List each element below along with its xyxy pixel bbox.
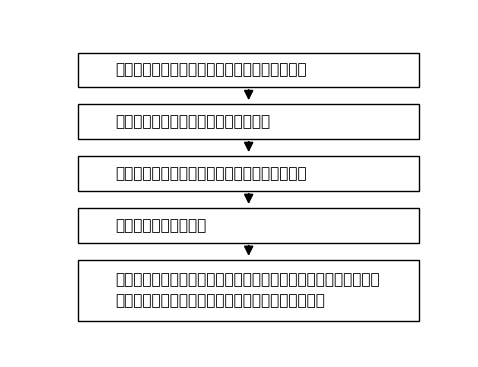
Bar [78, 52, 419, 87]
Bar [78, 208, 419, 243]
Bar [78, 260, 419, 321]
Text: 计算海面风场扰动因子: 计算海面风场扰动因子 [115, 218, 206, 233]
Bar [78, 105, 419, 139]
Text: 计算红外图像分别沿经度方向和纬度方向的梯度: 计算红外图像分别沿经度方向和纬度方向的梯度 [115, 166, 307, 181]
Text: 选择并生成对应分辨率的海陆掩膜数据: 选择并生成对应分辨率的海陆掩膜数据 [115, 114, 271, 129]
Text: 选择遥感图像波段，作为台风中心定位输入数据: 选择遥感图像波段，作为台风中心定位输入数据 [115, 62, 307, 77]
Text: 以海面风场的最大扰动因子位置为圆心，以设定的阈值为半径，在
上述范围内确定最小扰动因子位置即为台风中心位置: 以海面风场的最大扰动因子位置为圆心，以设定的阈值为半径，在 上述范围内确定最小扰… [115, 273, 380, 309]
Bar [78, 156, 419, 191]
